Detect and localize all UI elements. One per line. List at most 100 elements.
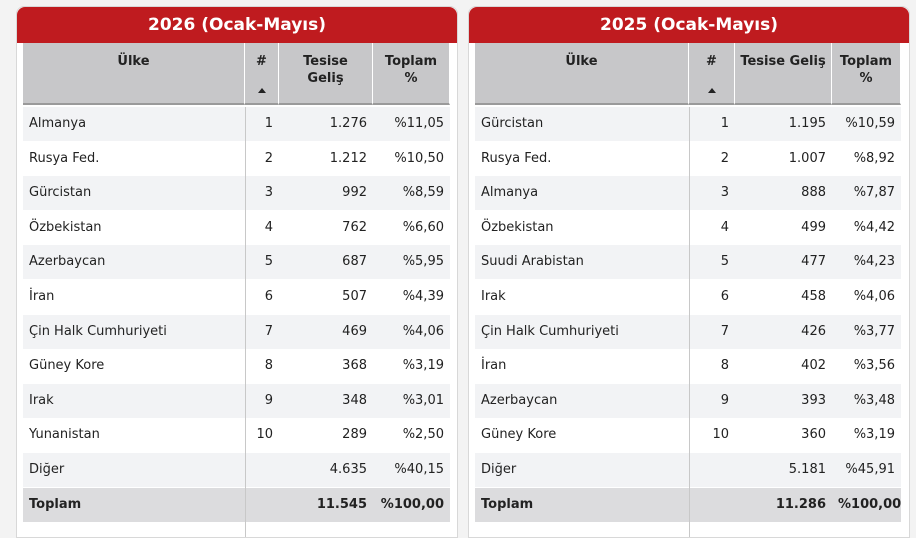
row-bg: [475, 280, 901, 314]
row-bg: [475, 453, 901, 487]
table-cell: %8,92: [853, 150, 895, 166]
table-cell: Özbekistan: [29, 219, 102, 235]
table-cell: %4,39: [402, 289, 444, 304]
column-header[interactable]: Ülke: [475, 43, 689, 105]
table-cell: 4: [264, 219, 273, 235]
row-bg: [23, 245, 450, 280]
table-cell: 8: [264, 358, 273, 374]
table-cell: Irak: [29, 392, 54, 408]
column-divider: [689, 107, 690, 537]
table-cell: 402: [801, 358, 826, 374]
table-panel: 2025 (Ocak-Mayıs) Ülke # Tesise Geliş Toplam…: [468, 6, 910, 538]
column-header[interactable]: #: [245, 43, 279, 105]
table-cell: 7: [264, 323, 273, 339]
column-header[interactable]: #: [689, 43, 735, 105]
table-cell: 507: [342, 289, 367, 304]
table-cell: Gürcistan: [481, 116, 544, 131]
column-header[interactable]: Toplam %: [373, 43, 450, 105]
table-cell: Azerbaycan: [29, 254, 106, 270]
table-cell: 3: [720, 185, 729, 201]
row-bg: [23, 314, 450, 349]
row-bg: [23, 383, 450, 418]
table-cell: %4,06: [402, 323, 444, 339]
row-bg: [23, 107, 450, 141]
row-bg: [23, 418, 450, 453]
table-cell: %3,01: [402, 392, 444, 408]
table-cell: 5: [264, 254, 273, 270]
row-bg: [475, 314, 901, 349]
column-header[interactable]: Tesise Geliş: [279, 43, 373, 105]
row-bg: [23, 280, 450, 314]
table-cell: Çin Halk Cumhuriyeti: [29, 323, 167, 339]
row-bg: [23, 176, 450, 211]
table-cell: 992: [342, 185, 367, 201]
table-cell: Çin Halk Cumhuriyeti: [481, 323, 619, 339]
table-cell: 2: [720, 150, 729, 166]
table-cell: Toplam: [29, 496, 82, 512]
table-cell: 11.545: [316, 496, 367, 512]
table-cell: %10,50: [394, 150, 444, 166]
table-cell: %3,19: [402, 358, 444, 374]
column-header[interactable]: Ülke: [23, 43, 245, 105]
table-cell: 6: [720, 289, 729, 304]
row-bg: [475, 176, 901, 211]
table-cell: Güney Kore: [481, 427, 557, 443]
table-cell: %3,48: [853, 392, 895, 408]
row-bg: [23, 210, 450, 245]
table-cell: Yunanistan: [29, 427, 100, 443]
table-cell: İran: [481, 358, 507, 374]
table-cell: Diğer: [481, 462, 517, 477]
row-bg: [475, 141, 901, 176]
table-cell: %40,15: [394, 462, 444, 477]
table-cell: 1.007: [788, 150, 826, 166]
table-cell: 6: [264, 289, 273, 304]
table-cell: 469: [342, 323, 367, 339]
row-bg: [23, 141, 450, 176]
table-cell: 9: [264, 392, 273, 408]
column-header[interactable]: Tesise Geliş: [735, 43, 832, 105]
page: (() => { const data = JSON.parse(documen…: [16, 6, 910, 538]
table-cell: 4.635: [329, 462, 367, 477]
table-cell: 1.276: [329, 116, 367, 131]
table-cell: 687: [342, 254, 367, 270]
table-cell: 1.212: [329, 150, 367, 166]
column-divider: [245, 107, 246, 537]
table-cell: Gürcistan: [29, 185, 92, 201]
table-cell: Güney Kore: [29, 358, 105, 374]
table-cell: 3: [264, 185, 273, 201]
table-cell: 426: [801, 323, 826, 339]
row-bg: [23, 453, 450, 487]
table-panel: 2026 (Ocak-Mayıs) Ülke # Tesise Geliş Toplam…: [16, 6, 458, 538]
row-bg: [475, 383, 901, 418]
table-cell: İran: [29, 289, 55, 304]
table-cell: Diğer: [29, 462, 65, 477]
table-cell: Rusya Fed.: [29, 150, 100, 166]
table-cell: 458: [801, 289, 826, 304]
panel-title: 2025 (Ocak-Mayıs): [469, 7, 909, 43]
table-cell: %7,87: [853, 185, 895, 201]
table-cell: %4,06: [853, 289, 895, 304]
table-cell: %10,59: [845, 116, 895, 131]
row-bg: [475, 487, 901, 522]
table-cell: 9: [720, 392, 729, 408]
table-cell: 4: [720, 219, 729, 235]
table-cell: Almanya: [29, 116, 87, 131]
table-cell: %3,77: [853, 323, 895, 339]
table-cell: 348: [342, 392, 367, 408]
table-cell: Irak: [481, 289, 506, 304]
table-cell: %100,00: [380, 496, 444, 512]
table-cell: 5.181: [788, 462, 826, 477]
table-cell: %2,50: [402, 427, 444, 443]
table-cell: 7: [720, 323, 729, 339]
table-cell: 477: [801, 254, 826, 270]
table-cell: Azerbaycan: [481, 392, 558, 408]
table-cell: 1: [720, 116, 729, 131]
table-cell: 8: [720, 358, 729, 374]
table-cell: 2: [264, 150, 273, 166]
row-bg: [475, 418, 901, 453]
sort-icon: [257, 88, 266, 93]
table-cell: 888: [801, 185, 826, 201]
column-header[interactable]: Toplam %: [832, 43, 901, 105]
table-cell: %45,91: [845, 462, 895, 477]
table-cell: 393: [801, 392, 826, 408]
